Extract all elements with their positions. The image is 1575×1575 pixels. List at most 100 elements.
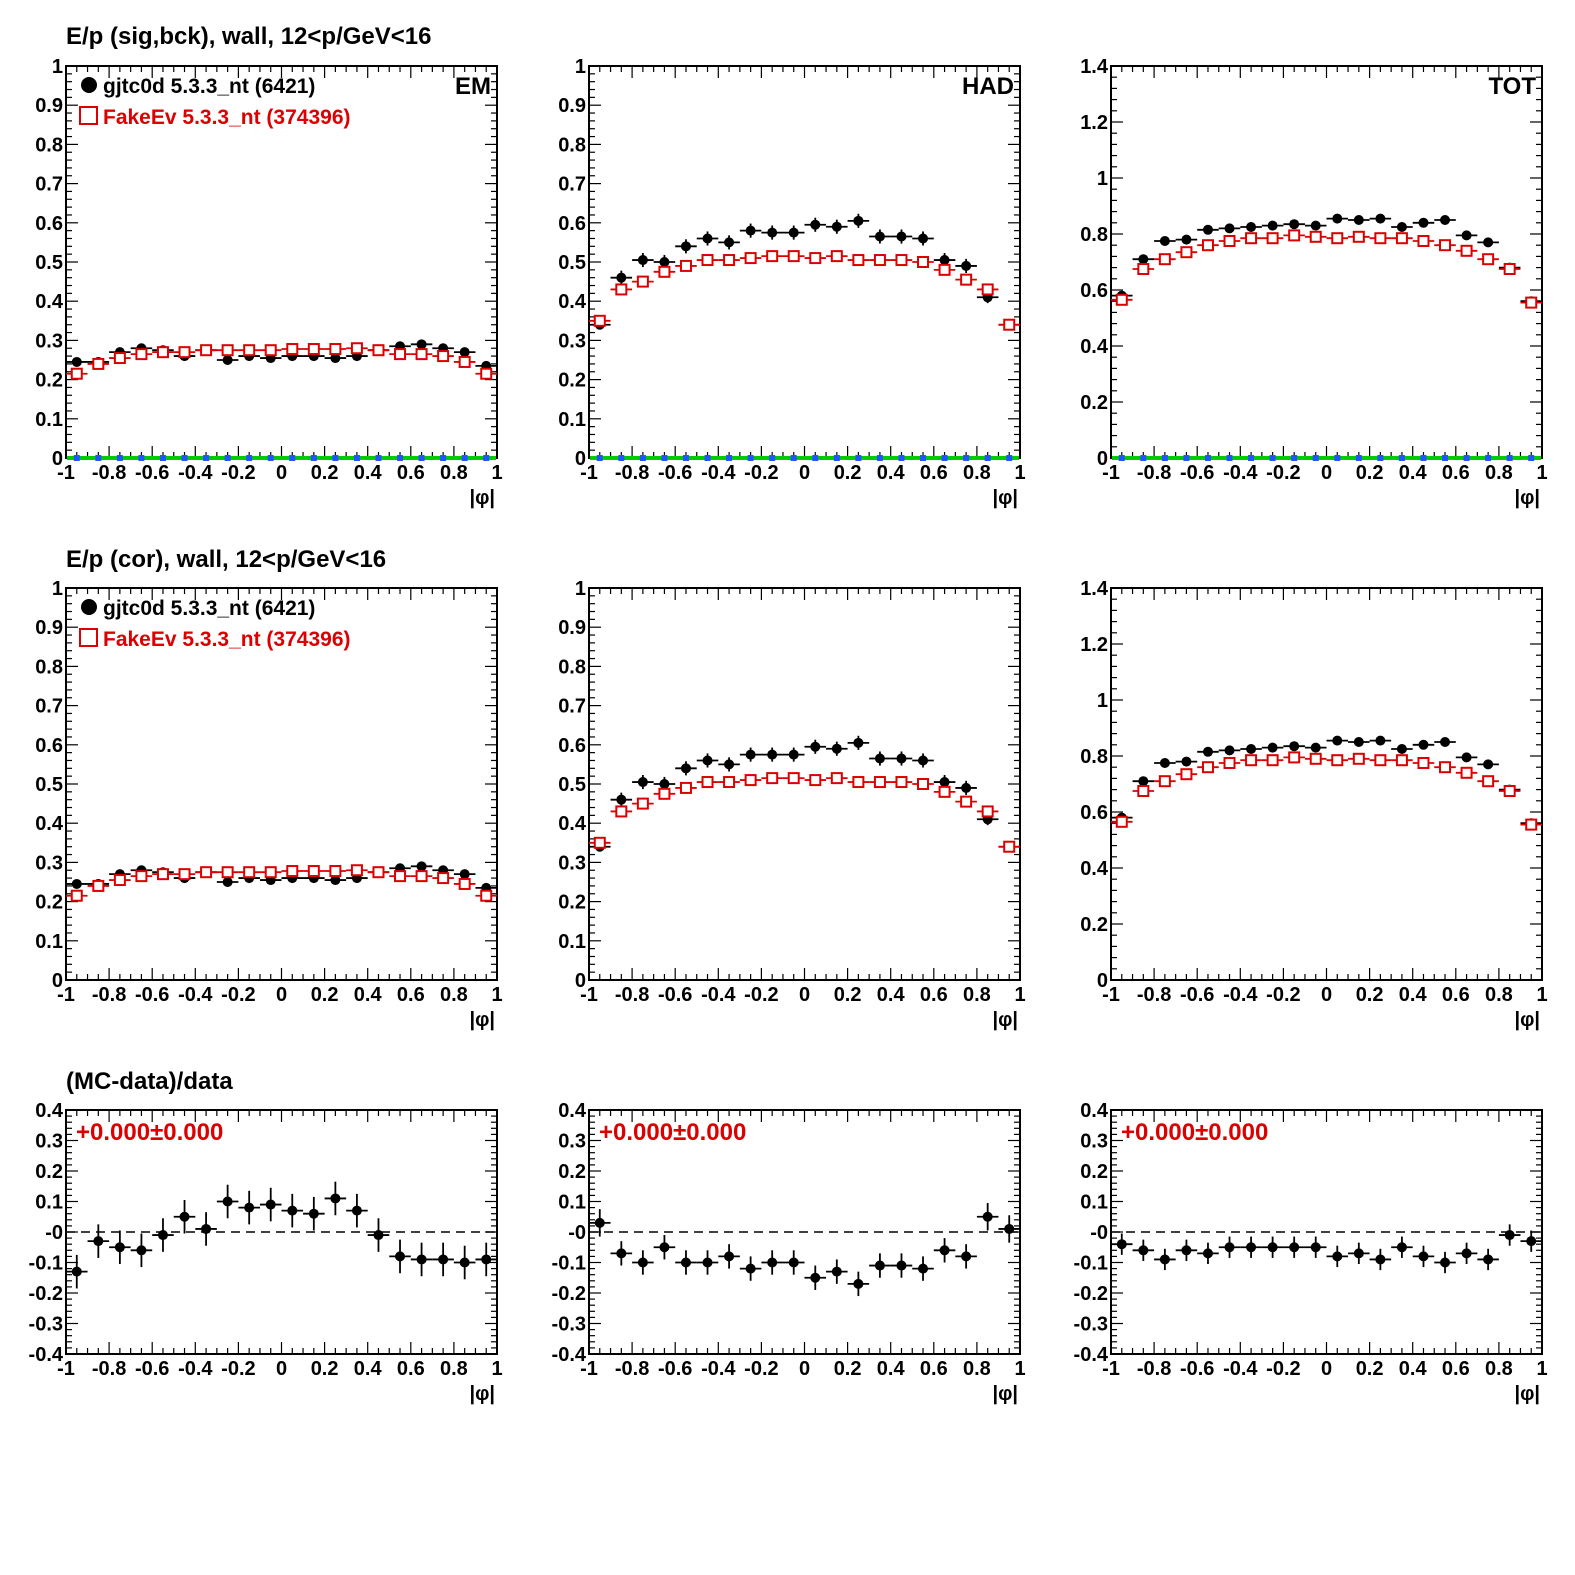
y-tick-label: 1	[52, 56, 63, 78]
mc-point	[415, 870, 428, 883]
x-tick-label: -0.4	[701, 984, 736, 1006]
legend-top: gjtc0d 5.3.3_nt (6421) FakeEv 5.3.3_nt (…	[79, 75, 351, 129]
data-point	[351, 1205, 362, 1216]
data-point	[1461, 1248, 1472, 1259]
data-point	[745, 225, 756, 236]
y-tick-label: 0.8	[35, 134, 63, 156]
legend-data-marker	[81, 599, 97, 615]
mc-point	[1158, 253, 1171, 266]
background-point	[1291, 455, 1298, 461]
mc-point	[286, 865, 299, 878]
x-tick-label: -1	[1102, 1358, 1120, 1380]
legend-data-label: gjtc0d 5.3.3_nt (6421)	[103, 75, 315, 98]
x-tick-label: -0.8	[1137, 1358, 1171, 1380]
legend-data-marker	[81, 77, 97, 93]
background-point	[1204, 455, 1211, 461]
background-point	[1398, 455, 1405, 461]
y-tick-label: 0.2	[1080, 1161, 1108, 1183]
y-tick-label: 0	[52, 448, 63, 470]
x-tick-label: 0.4	[1399, 984, 1428, 1006]
panel-em-cor: -1 -0.8 -0.6 -0.4 -0.2 0 0.2 0.4 0.6 0.8 1 |φ| 0 0.1 0…	[35, 578, 502, 1031]
data-point	[1375, 735, 1386, 746]
mc-point	[70, 367, 83, 380]
y-tick-label: 1	[575, 56, 586, 78]
mc-point	[1460, 244, 1473, 257]
mc-point	[960, 795, 973, 808]
x-tick-label: 0	[799, 1358, 810, 1380]
background-point	[984, 455, 991, 461]
background-point	[483, 455, 490, 461]
x-axis-label: |φ|	[1515, 1383, 1541, 1405]
data-point	[179, 1211, 190, 1222]
x-tick-label: 0.2	[834, 1358, 862, 1380]
mc-point	[787, 772, 800, 785]
x-tick-label: -0.4	[178, 462, 213, 484]
x-tick-label: -0.8	[1137, 984, 1171, 1006]
data-point	[201, 1223, 212, 1234]
panel-tot-cor: -1 -0.8 -0.6 -0.4 -0.2 0 0.2 0.4 0.6 0.8 1 |φ| 0 0.2 0…	[1080, 578, 1547, 1031]
mc-point	[1395, 232, 1408, 245]
x-axis-label: |φ|	[470, 487, 496, 509]
data-point	[1483, 1254, 1494, 1265]
data-point	[93, 1236, 104, 1247]
mc-point	[156, 868, 169, 881]
mc-point	[1503, 263, 1516, 275]
x-tick-label: 0.4	[877, 462, 906, 484]
data-point	[745, 1263, 756, 1274]
x-tick-label: 0.6	[397, 984, 425, 1006]
data-point	[961, 1251, 972, 1262]
data-point	[1396, 744, 1407, 754]
mc-point	[372, 866, 385, 879]
mc-point	[221, 866, 234, 879]
background-point	[596, 455, 603, 461]
data-point	[244, 1202, 255, 1213]
x-tick-label: -0.2	[221, 984, 255, 1006]
background-point	[1506, 455, 1513, 461]
data-point	[1138, 776, 1149, 787]
mc-point	[1331, 232, 1344, 245]
x-tick-label: 0.4	[1399, 1358, 1428, 1380]
y-tick-label: 0.5	[558, 252, 586, 274]
background-point	[1528, 455, 1535, 461]
mc-point	[593, 836, 606, 849]
panel-em-sigbck: -1 -0.8 -0.6 -0.4 -0.2 0 0.2 0.4 0.6 0.8 1 |φ| 0 0.1 0…	[35, 56, 502, 509]
mc-point	[744, 252, 757, 265]
y-tick-label: 0.6	[1080, 280, 1108, 302]
background-point	[1420, 455, 1427, 461]
data-point	[1332, 1251, 1343, 1262]
data-point	[810, 219, 821, 230]
data-point	[459, 869, 470, 880]
y-tick-label: 1.2	[1080, 634, 1108, 656]
mc-point	[178, 868, 191, 881]
background-point	[855, 455, 862, 461]
mc-point	[830, 772, 843, 785]
panel-label: TOT	[1488, 73, 1536, 100]
background-point	[138, 455, 145, 461]
data-point	[1289, 1242, 1300, 1253]
y-tick-label: 0.2	[558, 1161, 586, 1183]
mc-point	[809, 774, 822, 787]
x-tick-label: 0.4	[877, 1358, 906, 1380]
data-point	[222, 877, 233, 887]
data-point	[982, 1211, 993, 1222]
mc-point	[873, 254, 886, 267]
background-point	[1248, 455, 1255, 461]
x-tick-label: 0	[799, 462, 810, 484]
x-tick-label: 0.8	[440, 984, 468, 1006]
y-tick-label: 0.4	[558, 1100, 587, 1122]
x-tick-label: 1	[1536, 462, 1547, 484]
mc-point	[1525, 296, 1538, 309]
panel-had-ratio: -1 -0.8 -0.6 -0.4 -0.2 0 0.2 0.4 0.6 0.8 1|φ|-0.4-…	[552, 1100, 1026, 1405]
mc-point	[938, 785, 951, 798]
mc-point	[636, 797, 649, 810]
data-point	[1332, 213, 1343, 224]
data-point	[961, 782, 972, 793]
data-point	[659, 779, 670, 789]
y-tick-label: 0.6	[558, 213, 586, 235]
background-point	[769, 455, 776, 461]
background-point	[461, 455, 468, 461]
mc-point	[264, 344, 277, 357]
data-point	[1418, 217, 1429, 228]
x-axis-label: |φ|	[993, 1383, 1019, 1405]
